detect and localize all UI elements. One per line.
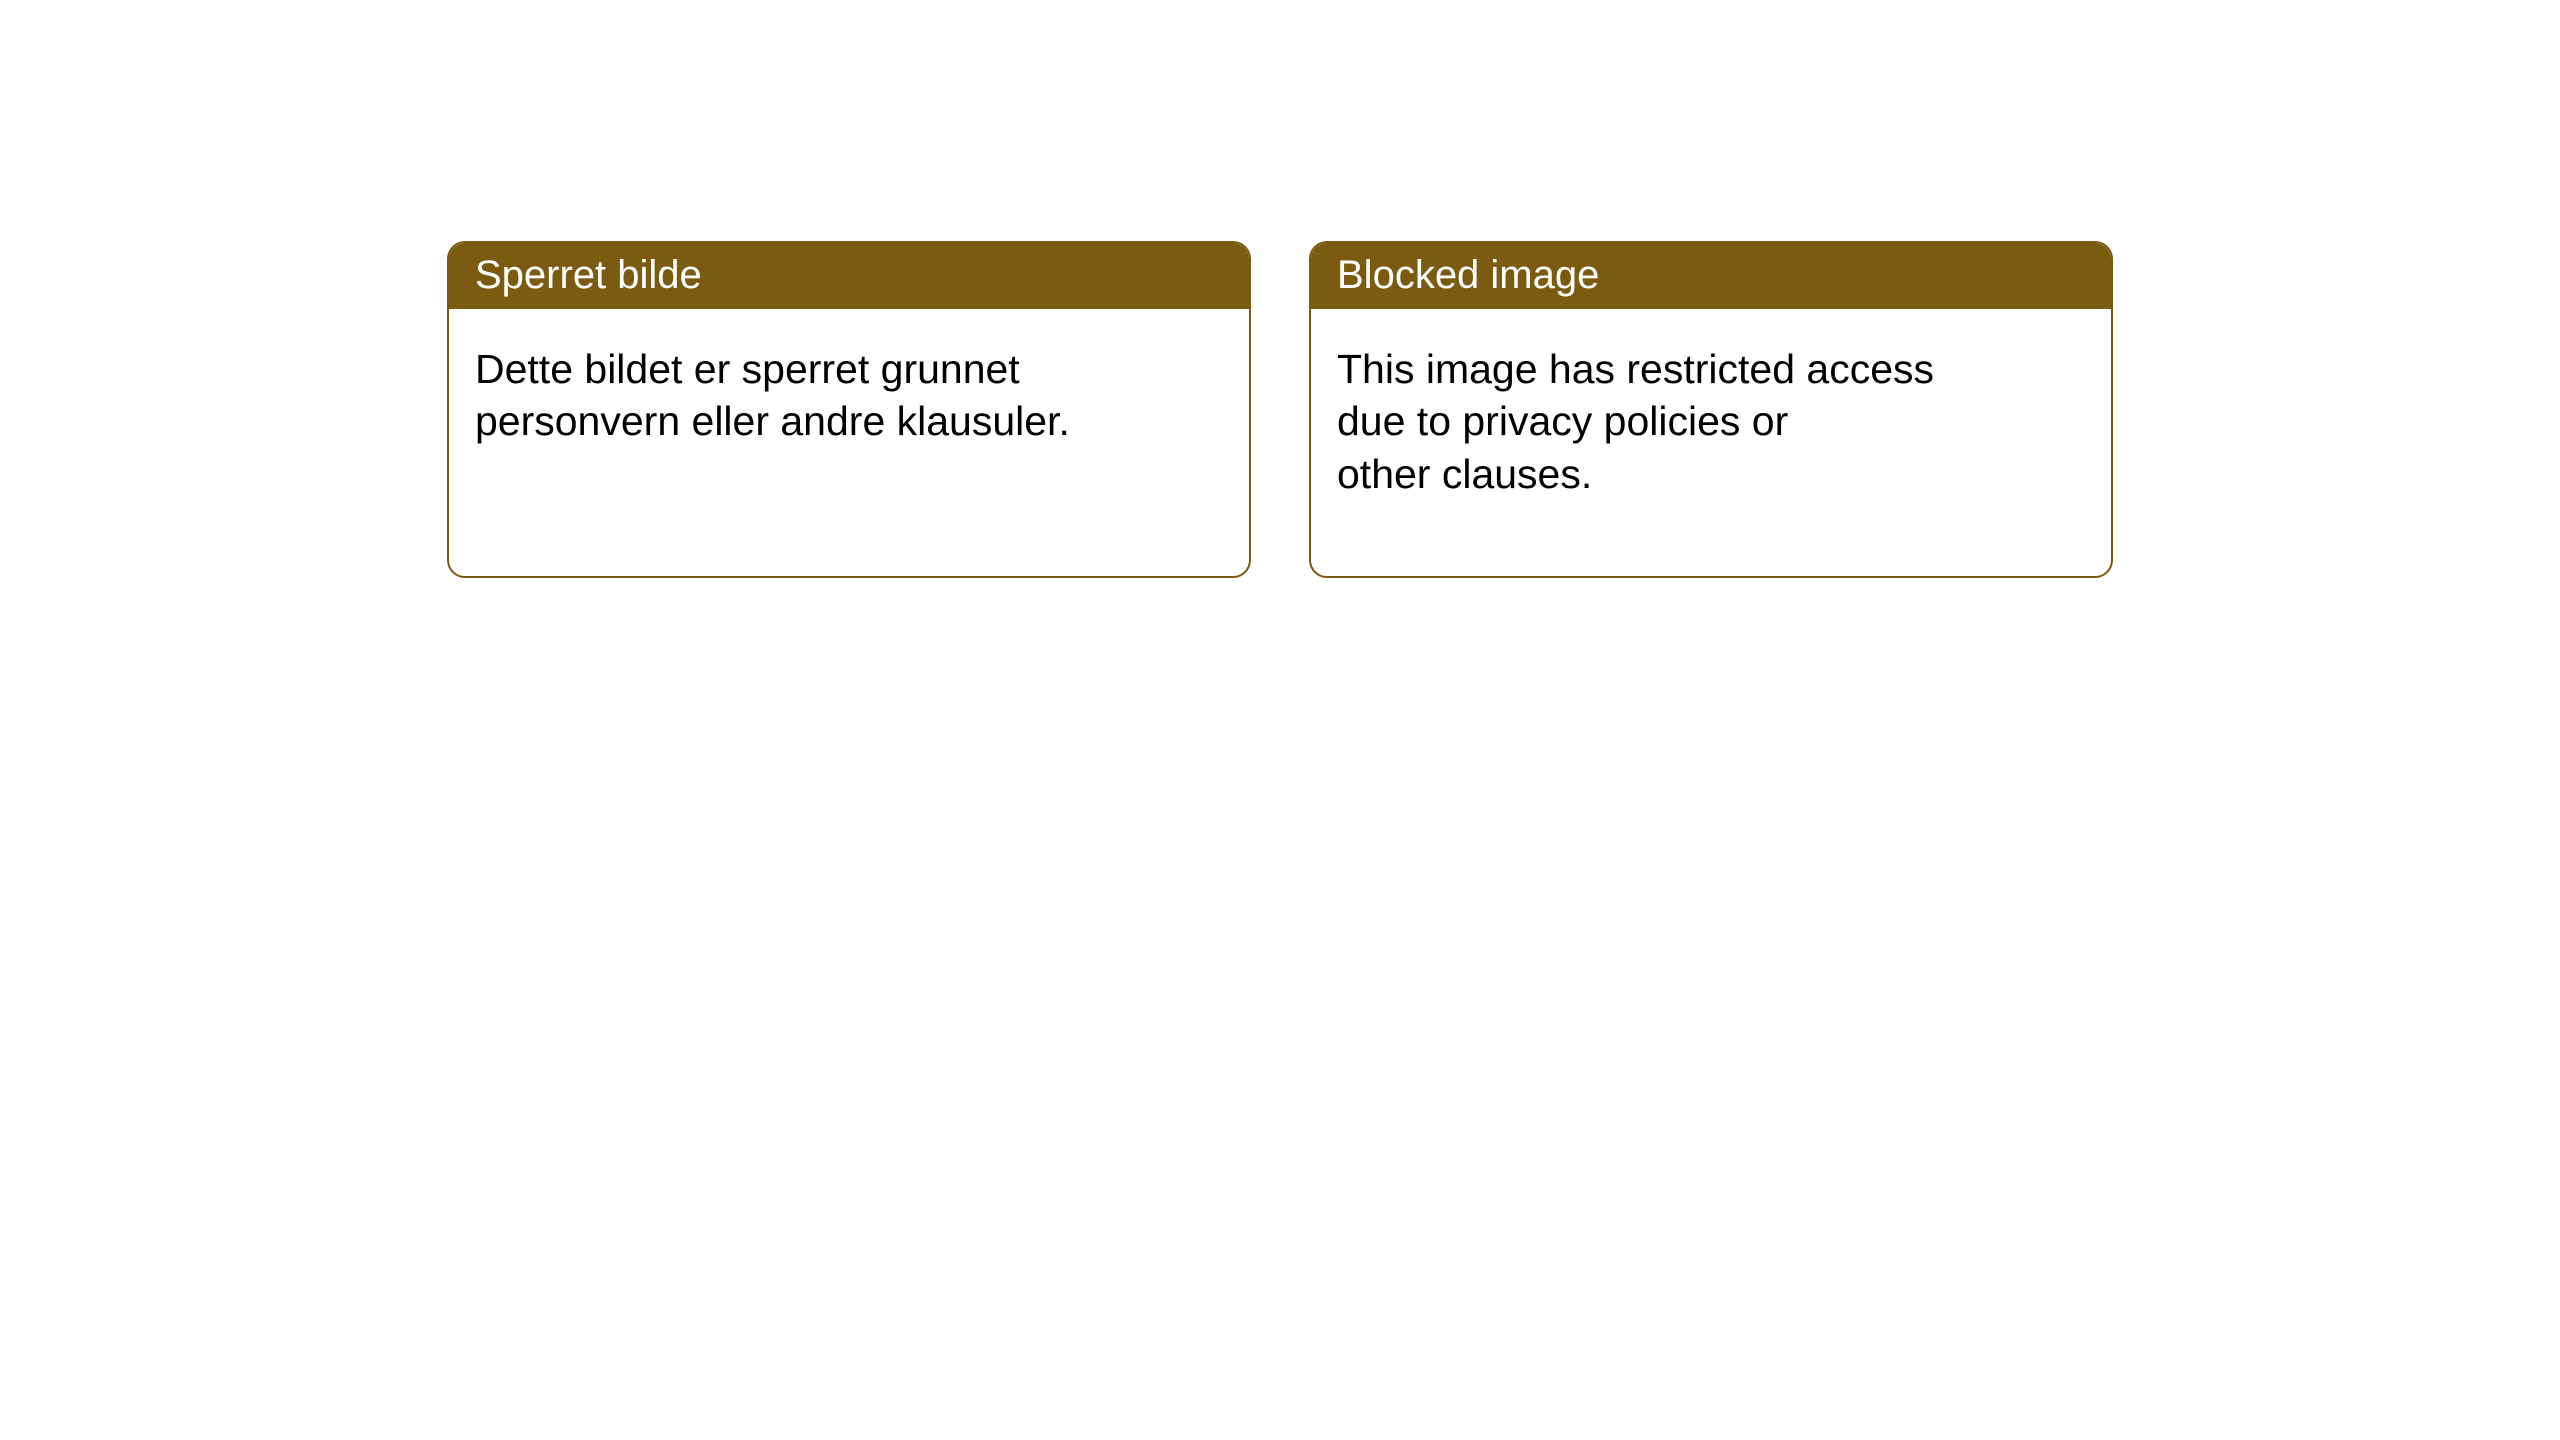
notice-card-body: This image has restricted access due to … <box>1311 309 2111 526</box>
notice-card-body: Dette bildet er sperret grunnet personve… <box>449 309 1249 474</box>
notice-card-title: Sperret bilde <box>449 243 1249 309</box>
notice-card-title: Blocked image <box>1311 243 2111 309</box>
notice-container: Sperret bilde Dette bildet er sperret gr… <box>0 0 2560 578</box>
notice-card-no: Sperret bilde Dette bildet er sperret gr… <box>447 241 1251 578</box>
notice-card-en: Blocked image This image has restricted … <box>1309 241 2113 578</box>
